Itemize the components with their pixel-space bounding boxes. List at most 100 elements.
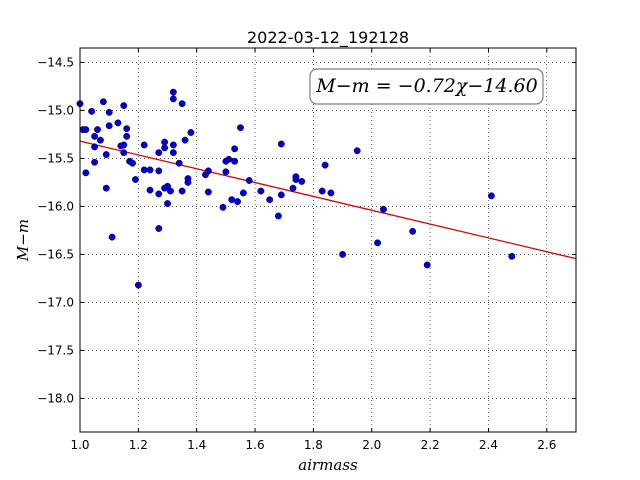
data-point xyxy=(161,138,169,146)
data-point xyxy=(234,198,242,206)
annotation-text: M−m = −0.72χ−14.60 xyxy=(315,75,537,97)
data-point xyxy=(225,155,233,163)
data-point xyxy=(184,175,192,183)
data-point xyxy=(169,141,177,149)
data-point xyxy=(161,144,169,152)
data-point xyxy=(82,126,90,134)
data-point xyxy=(169,149,177,157)
data-point xyxy=(114,119,122,127)
x-tick-label: 1.6 xyxy=(246,438,265,452)
data-point xyxy=(277,191,285,199)
data-point xyxy=(409,227,417,235)
data-point xyxy=(178,100,186,108)
data-point xyxy=(123,125,131,133)
data-point xyxy=(327,189,335,197)
data-point xyxy=(105,108,113,116)
data-point xyxy=(266,196,274,204)
y-axis-ticks: −14.5 −15.0 −15.5 −16.0 −16.5 −17.0 −17.5 −18.0 xyxy=(37,55,576,405)
data-point xyxy=(88,107,96,115)
data-point xyxy=(129,159,136,167)
data-point xyxy=(140,166,148,174)
data-point xyxy=(289,184,297,192)
x-tick-label: 1.2 xyxy=(129,438,148,452)
data-point xyxy=(123,132,131,140)
data-point xyxy=(96,136,104,144)
data-point xyxy=(274,212,282,220)
data-point xyxy=(181,136,189,144)
data-point xyxy=(94,126,101,134)
data-point xyxy=(339,250,347,258)
data-point xyxy=(257,187,265,195)
data-point xyxy=(353,147,361,155)
plot-frame xyxy=(79,47,577,433)
data-point xyxy=(374,239,382,247)
data-point xyxy=(102,184,110,192)
x-tick-label: 2.0 xyxy=(362,438,381,452)
y-tick-label: −14.5 xyxy=(37,55,74,69)
data-point xyxy=(239,189,247,197)
data-point xyxy=(379,205,387,213)
data-point xyxy=(423,261,431,269)
data-point xyxy=(120,102,128,110)
data-point xyxy=(178,187,186,195)
data-point xyxy=(120,149,128,157)
y-tick-label: −16.0 xyxy=(37,199,74,213)
fit-line-group xyxy=(79,140,577,260)
data-point xyxy=(318,187,326,195)
data-point xyxy=(155,167,163,175)
x-axis-ticks: 1.0 1.2 1.4 1.6 1.8 2.0 2.2 2.4 2.6 xyxy=(70,48,556,452)
y-tick-label: −15.5 xyxy=(37,151,74,165)
x-tick-label: 2.2 xyxy=(421,438,440,452)
data-point xyxy=(298,177,306,185)
data-point xyxy=(487,192,495,200)
data-point xyxy=(231,145,239,153)
chart-title: 2022-03-12_192128 xyxy=(247,28,409,48)
data-point xyxy=(91,143,99,151)
data-point xyxy=(508,252,516,260)
data-point xyxy=(91,158,99,166)
data-point xyxy=(292,176,300,183)
x-tick-label: 1.4 xyxy=(187,438,206,452)
data-point xyxy=(155,149,163,157)
data-point xyxy=(105,122,113,130)
data-point xyxy=(169,88,177,96)
data-point xyxy=(237,124,244,132)
data-point xyxy=(166,187,174,195)
y-tick-label: −17.0 xyxy=(37,295,74,309)
y-tick-label: −16.5 xyxy=(37,247,74,261)
y-axis-label: M−m xyxy=(14,219,32,262)
data-point xyxy=(228,196,236,204)
data-point xyxy=(120,141,128,149)
data-points xyxy=(76,88,516,289)
data-point xyxy=(277,140,285,148)
fit-annotation: M−m = −0.72χ−14.60 xyxy=(309,68,544,105)
data-point xyxy=(155,225,163,232)
y-tick-label: −18.0 xyxy=(37,391,74,405)
data-point xyxy=(321,161,329,169)
data-point xyxy=(204,188,212,196)
data-point xyxy=(99,98,107,106)
y-gridlines xyxy=(80,62,576,399)
x-tick-label: 1.8 xyxy=(304,438,323,452)
data-point xyxy=(91,132,99,140)
data-point xyxy=(102,151,110,159)
y-tick-label: −15.0 xyxy=(37,103,74,117)
data-point xyxy=(134,281,142,289)
data-point xyxy=(108,233,116,241)
data-point xyxy=(146,186,154,194)
data-point xyxy=(140,141,148,149)
fit-line xyxy=(79,140,577,260)
x-tick-label: 1.0 xyxy=(70,438,89,452)
data-point xyxy=(155,190,163,198)
data-point xyxy=(187,129,195,136)
data-point xyxy=(131,176,139,183)
data-point xyxy=(219,203,227,211)
data-point xyxy=(169,95,177,103)
data-point xyxy=(231,157,239,165)
data-point xyxy=(245,177,253,184)
data-point xyxy=(204,167,212,175)
y-tick-label: −17.5 xyxy=(37,343,74,357)
data-point xyxy=(146,166,154,174)
data-point xyxy=(164,200,171,207)
